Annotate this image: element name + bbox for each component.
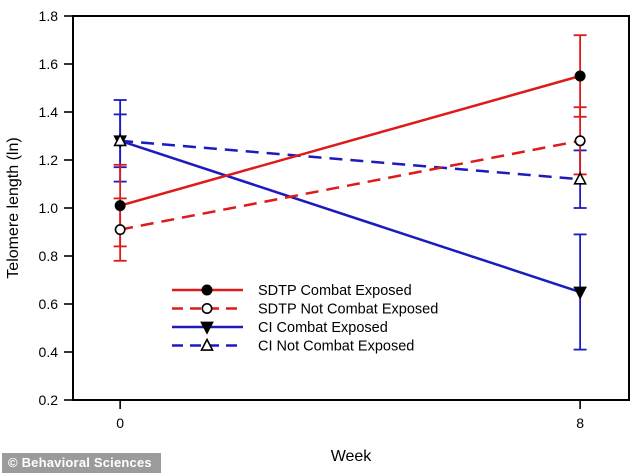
y-tick-label: 1.4: [39, 104, 59, 120]
legend-label: SDTP Combat Exposed: [258, 283, 412, 299]
legend-item: SDTP Not Combat Exposed: [172, 302, 438, 318]
y-tick-label: 1.8: [39, 8, 59, 24]
series-lines: [119, 74, 581, 294]
y-axis: 0.2 0.4 0.6 0.8 1.0 1.2 1.4 1.6 1.8: [39, 8, 73, 408]
legend-label: CI Combat Exposed: [258, 320, 388, 336]
y-tick-label: 1.2: [39, 152, 59, 168]
series-line: [119, 139, 581, 294]
y-tick-label: 0.6: [39, 296, 59, 312]
x-tick-label: 0: [116, 415, 124, 431]
circle-open-marker: [574, 135, 586, 147]
x-axis-title: Week: [331, 448, 373, 465]
circle-filled-marker: [574, 70, 586, 82]
watermark-badge: © Behavioral Sciences: [2, 453, 161, 473]
y-tick-label: 0.8: [39, 248, 59, 264]
y-tick-label: 0.2: [39, 392, 59, 408]
x-tick-label: 8: [576, 415, 584, 431]
legend-label: CI Not Combat Exposed: [258, 339, 414, 355]
legend-item: CI Not Combat Exposed: [172, 337, 414, 355]
triangle-down-filled-marker: [200, 321, 214, 335]
y-tick-label: 1.6: [39, 56, 59, 72]
circle-filled-marker: [201, 284, 213, 296]
series-line: [119, 139, 581, 231]
triangle-up-open-marker: [200, 337, 214, 351]
legend-item: SDTP Combat Exposed: [172, 283, 412, 299]
triangle-up-open-marker: [113, 133, 127, 147]
series-line: [120, 139, 581, 181]
circle-open-marker: [114, 224, 126, 236]
legend-item: CI Combat Exposed: [172, 320, 388, 336]
y-tick-label: 1.0: [39, 200, 59, 216]
triangle-up-open-marker: [573, 171, 587, 185]
circle-filled-marker: [114, 200, 126, 212]
triangle-down-filled-marker: [573, 286, 587, 300]
circle-open-marker: [201, 302, 213, 314]
series-line: [119, 74, 581, 207]
y-tick-label: 0.4: [39, 344, 59, 360]
legend-label: SDTP Not Combat Exposed: [258, 302, 438, 318]
legend: SDTP Combat Exposed SDTP Not Combat Expos…: [172, 283, 438, 355]
y-axis-title: Telomere length (ln): [5, 137, 22, 278]
series-markers: [113, 70, 587, 300]
